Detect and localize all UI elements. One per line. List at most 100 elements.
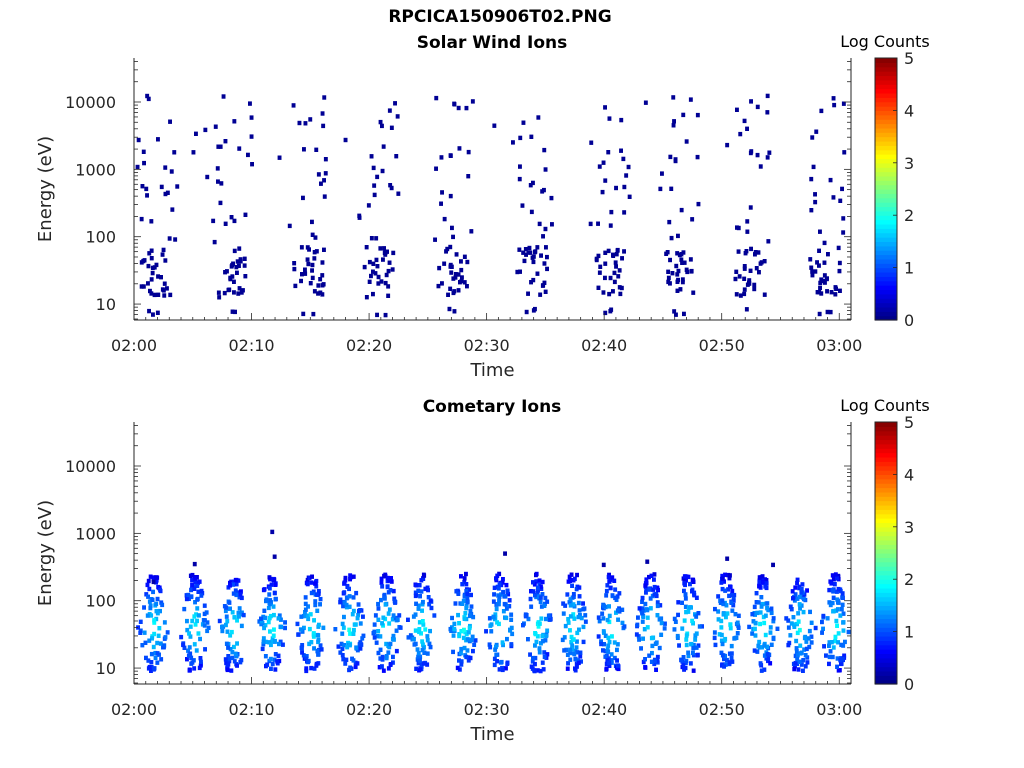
spectrogram-pixel bbox=[617, 268, 622, 273]
spectrogram-pixel bbox=[376, 650, 381, 656]
spectrogram-pixel bbox=[458, 280, 462, 285]
spectrogram-pixel bbox=[809, 176, 814, 182]
spectrogram-pixel bbox=[342, 600, 347, 605]
spectrogram-pixel bbox=[576, 614, 581, 620]
spectrogram-pixel bbox=[805, 588, 809, 593]
spectrogram-pixel bbox=[539, 253, 543, 258]
spectrogram-pixel bbox=[688, 97, 693, 102]
spectrogram-pixel bbox=[536, 588, 540, 593]
spectrogram-pixel bbox=[575, 664, 579, 669]
spectrogram-pixel bbox=[239, 595, 244, 601]
spectrogram-pixel bbox=[535, 271, 540, 276]
spectrogram-pixel bbox=[349, 574, 354, 580]
spectrogram-pixel bbox=[835, 576, 839, 581]
spectrogram-pixels bbox=[136, 529, 851, 674]
spectrogram-pixel bbox=[149, 256, 154, 261]
spectrogram-pixel bbox=[548, 617, 553, 622]
x-tick-label: 02:50 bbox=[699, 700, 745, 719]
spectrogram-pixel bbox=[413, 590, 418, 595]
spectrogram-pixel bbox=[611, 253, 616, 258]
spectrogram-pixel bbox=[533, 593, 537, 598]
spectrogram-pixel bbox=[719, 618, 724, 624]
spectrogram-pixel bbox=[566, 661, 570, 666]
spectrogram-pixel bbox=[607, 660, 611, 666]
spectrogram-pixel bbox=[672, 119, 676, 124]
spectrogram-pixel bbox=[683, 604, 688, 609]
colorbar-segment bbox=[875, 522, 897, 528]
spectrogram-pixel bbox=[267, 592, 272, 597]
spectrogram-pixel bbox=[691, 642, 696, 648]
spectrogram-pixel bbox=[466, 630, 471, 635]
spectrogram-pixel bbox=[272, 590, 277, 596]
spectrogram-pixel bbox=[387, 578, 392, 583]
spectrogram-pixel bbox=[762, 667, 767, 672]
spectrogram-pixel bbox=[823, 280, 827, 285]
spectrogram-pixel bbox=[381, 668, 386, 673]
spectrogram-pixel bbox=[462, 254, 467, 259]
spectrogram-pixel bbox=[570, 643, 575, 648]
spectrogram-pixel bbox=[140, 643, 145, 648]
spectrogram-pixel bbox=[234, 592, 239, 598]
spectrogram-pixel bbox=[464, 105, 469, 111]
spectrogram-pixel bbox=[752, 282, 757, 288]
spectrogram-pixel bbox=[378, 634, 383, 639]
spectrogram-pixel bbox=[202, 603, 207, 608]
spectrogram-pixel bbox=[690, 618, 695, 624]
spectrogram-pixel bbox=[151, 312, 155, 317]
spectrogram-pixel bbox=[716, 609, 721, 614]
spectrogram-pixel bbox=[537, 621, 542, 626]
spectrogram-pixel bbox=[303, 595, 308, 600]
spectrogram-pixel bbox=[320, 111, 325, 116]
spectrogram-pixel bbox=[163, 635, 168, 640]
spectrogram-pixel bbox=[243, 274, 248, 279]
spectrogram-pixel bbox=[802, 647, 807, 652]
spectrogram-pixel bbox=[566, 620, 571, 625]
spectrogram-pixel bbox=[801, 668, 805, 673]
panel-title: Solar Wind Ions bbox=[417, 33, 568, 53]
spectrogram-pixel bbox=[277, 658, 282, 664]
spectrogram-pixel bbox=[761, 614, 766, 620]
spectrogram-pixel bbox=[749, 149, 754, 154]
spectrogram-pixel bbox=[789, 607, 794, 612]
spectrogram-pixel bbox=[463, 611, 468, 616]
spectrogram-pixel bbox=[742, 287, 747, 292]
spectrogram-pixel bbox=[149, 665, 154, 670]
spectrogram-pixel bbox=[545, 599, 550, 604]
spectrogram-pixel bbox=[689, 641, 694, 647]
spectrogram-pixel bbox=[451, 234, 455, 240]
spectrogram-pixel bbox=[539, 604, 544, 609]
spectrogram-pixel bbox=[827, 661, 831, 667]
spectrogram-pixel bbox=[139, 284, 144, 289]
spectrogram-pixel bbox=[387, 607, 392, 612]
spectrogram-pixel bbox=[841, 611, 846, 616]
spectrogram-pixel bbox=[821, 613, 826, 619]
spectrogram-pixel bbox=[509, 625, 514, 631]
spectrogram-pixel bbox=[380, 584, 385, 589]
spectrogram-pixel bbox=[392, 637, 396, 642]
spectrogram-pixel bbox=[322, 194, 327, 199]
colorbar-segment bbox=[875, 666, 897, 672]
spectrogram-pixel bbox=[375, 174, 380, 180]
spectrogram-pixel bbox=[359, 642, 364, 647]
spectrogram-pixel bbox=[465, 637, 470, 642]
spectrogram-pixel bbox=[492, 592, 496, 597]
spectrogram-pixel bbox=[315, 649, 320, 654]
spectrogram-pixel bbox=[719, 625, 724, 630]
spectrogram-pixel bbox=[456, 105, 461, 111]
spectrogram-pixel bbox=[835, 623, 839, 628]
spectrogram-pixel bbox=[500, 667, 505, 673]
spectrogram-pixel bbox=[470, 634, 475, 639]
spectrogram-pixel bbox=[819, 277, 824, 282]
spectrogram-pixel bbox=[146, 96, 151, 102]
spectrogram-pixel bbox=[237, 614, 241, 619]
spectrogram-pixel bbox=[303, 607, 308, 612]
spectrogram-pixel bbox=[187, 645, 192, 650]
spectrogram-pixel bbox=[607, 639, 612, 645]
spectrogram-pixel bbox=[373, 613, 378, 618]
spectrogram-pixel bbox=[378, 246, 383, 251]
spectrogram-pixel bbox=[259, 619, 264, 624]
x-tick-label: 02:00 bbox=[111, 336, 157, 355]
spectrogram-pixel bbox=[259, 616, 263, 621]
spectrogram-pixel bbox=[676, 612, 680, 618]
colorbar-segment bbox=[875, 276, 897, 282]
